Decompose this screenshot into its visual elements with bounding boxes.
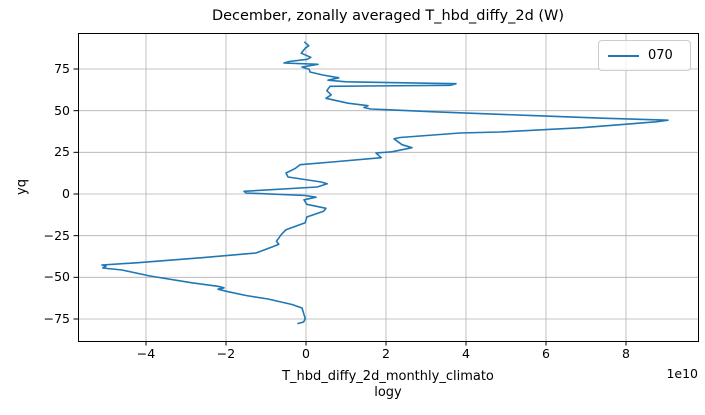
legend-label: 070 bbox=[648, 48, 673, 63]
legend-line-sample bbox=[608, 54, 639, 57]
y-tick-label: −25 bbox=[43, 227, 70, 243]
x-tick-label: −4 bbox=[136, 346, 156, 361]
x-axis-label-line1: T_hbd_diffy_2d_monthly_climato bbox=[282, 369, 494, 384]
series-line-070 bbox=[101, 41, 669, 325]
x-tick-label: 8 bbox=[622, 346, 630, 361]
x-axis-label-line2: logy bbox=[374, 384, 402, 400]
y-tick-label: −50 bbox=[43, 269, 70, 285]
x-tick-label: 4 bbox=[462, 346, 470, 361]
axes-spines bbox=[78, 33, 699, 342]
y-tick-label: 0 bbox=[62, 186, 70, 201]
x-axis-offset-label: 1e10 bbox=[666, 366, 698, 381]
x-tick-label: 2 bbox=[382, 346, 390, 361]
y-axis-label: yq bbox=[14, 179, 30, 195]
x-tick-label: 0 bbox=[302, 346, 310, 361]
y-tick-label: 25 bbox=[54, 144, 70, 160]
y-tick-label: −75 bbox=[43, 311, 70, 326]
legend: 070 bbox=[598, 40, 691, 71]
x-axis-label: T_hbd_diffy_2d_monthly_climato logy bbox=[78, 369, 698, 400]
x-tick-label: −2 bbox=[216, 346, 236, 361]
x-tick-label: 6 bbox=[542, 346, 550, 361]
y-tick-label: 75 bbox=[54, 61, 70, 76]
y-tick-label: 50 bbox=[54, 102, 70, 118]
chart-title: December, zonally averaged T_hbd_diffy_2… bbox=[211, 8, 565, 24]
